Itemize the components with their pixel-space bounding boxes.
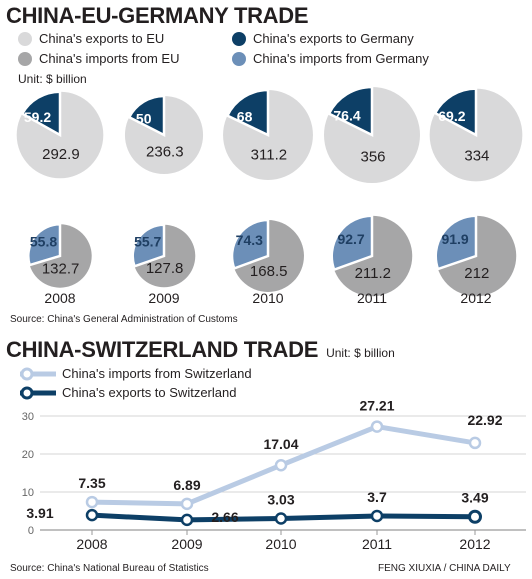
- exports-pie-2012-germany-slice: [433, 87, 478, 138]
- pie-year-label-2012: 2012: [460, 290, 491, 306]
- x-tick-label-2011: 2011: [362, 536, 392, 552]
- y-tick-label-10: 10: [22, 487, 34, 499]
- switzerland-title: CHINA-SWITZERLAND TRADE Unit: $ billion: [6, 338, 395, 365]
- imports-pie-2012-main-label: 212: [464, 265, 489, 282]
- exports-point-2010: [274, 512, 288, 525]
- imports-point-2008: [85, 495, 99, 509]
- exports-point-2009: [180, 513, 194, 527]
- exports-value-label-2008: 3.91: [26, 505, 53, 521]
- legend-swatch-exports-germany: [232, 32, 246, 46]
- imports-pie-2011-germany-label: 92.7: [337, 231, 364, 247]
- imports-pie-2011-germany-slice: [330, 214, 374, 272]
- imports-pie-2008-main-label: 132.7: [42, 260, 80, 277]
- credit: FENG XIUXIA / CHINA DAILY: [378, 563, 511, 574]
- exports-pie-2010-germany-label: 68: [237, 109, 253, 125]
- exports-pie-2008-germany-slice: [20, 90, 62, 138]
- exports-point-2011: [370, 509, 384, 523]
- pie-year-label-2009: 2009: [148, 290, 179, 306]
- legend-label-exports-eu: China's exports to EU: [39, 31, 165, 46]
- imports-pie-2011-main-label: 211.2: [355, 265, 391, 282]
- eu-germany-title: CHINA-EU-GERMANY TRADE: [6, 3, 309, 28]
- pie-charts: 59.2 292.9 50 236.3 68 311.2 76.4 356 69.2 334 55.…: [16, 85, 523, 306]
- exports-value-label-2010: 3.03: [267, 491, 294, 507]
- imports-pie-2008-germany-slice: [27, 223, 62, 267]
- legend-swatch-exports-eu: [18, 32, 32, 46]
- imports-point-2010: [274, 458, 288, 472]
- exports-pie-2011-germany-slice: [327, 85, 374, 138]
- pie-year-label-2010: 2010: [252, 290, 283, 306]
- imports-value-label-2008: 7.35: [78, 475, 105, 491]
- imports-point-2012: [468, 436, 482, 450]
- imports-point-2009: [180, 497, 194, 511]
- imports-pie-2010-germany-slice: [230, 218, 270, 271]
- exports-pie-2010-germany-slice: [225, 88, 270, 137]
- legend-label-exports-germany: China's exports to Germany: [253, 31, 414, 46]
- x-tick-label-2008: 2008: [76, 536, 107, 552]
- imports-value-label-2011: 27.21: [359, 398, 394, 414]
- x-tick-label-2012: 2012: [459, 536, 490, 552]
- imports-point-2011: [370, 420, 384, 433]
- source-statistics: Source: China's National Bureau of Stati…: [10, 563, 209, 574]
- imports-pie-2012-germany-label: 91.9: [441, 231, 468, 247]
- exports-pie-2010-main-label: 311.2: [251, 147, 287, 164]
- imports-pie-2009-germany-label: 55.7: [134, 234, 161, 250]
- exports-pie-2011-main-label: 356: [360, 148, 385, 165]
- legend-swatch-imports-germany: [232, 52, 246, 66]
- exports-value-label-2009: 2.66: [211, 509, 238, 525]
- eu-germany-unit: Unit: $ billion: [18, 72, 87, 86]
- legend-label-imports-eu: China's imports from EU: [39, 51, 180, 66]
- pie-year-label-2008: 2008: [44, 290, 75, 306]
- legend-label-imports-switzerland: China's imports from Switzerland: [62, 366, 252, 381]
- imports-pie-2010-germany-label: 74.3: [236, 232, 263, 248]
- imports-pie-2008-germany-label: 55.8: [30, 234, 57, 250]
- exports-pie-2012-main-label: 334: [464, 148, 489, 165]
- legend-swatch-imports-switzerland: [20, 367, 56, 381]
- exports-pie-2009-germany-slice: [127, 94, 166, 138]
- exports-value-label-2011: 3.7: [367, 489, 387, 505]
- switzerland-unit: Unit: $ billion: [326, 346, 395, 360]
- y-tick-label-20: 20: [22, 449, 34, 461]
- exports-pie-2012-germany-label: 69.2: [438, 108, 465, 124]
- exports-point-2008: [85, 508, 99, 522]
- y-tick-label-0: 0: [28, 525, 34, 537]
- exports-pie-2009-main-label: 236.3: [146, 144, 184, 161]
- imports-value-label-2010: 17.04: [263, 436, 298, 452]
- legend-swatch-exports-switzerland: [20, 386, 56, 400]
- y-tick-label-30: 30: [22, 411, 34, 423]
- exports-point-2012: [468, 509, 482, 524]
- imports-pie-2009-germany-slice: [131, 223, 166, 268]
- imports-pie-2010-main-label: 168.5: [250, 263, 288, 280]
- imports-value-label-2012: 22.92: [467, 412, 502, 428]
- source-customs: Source: China's General Administration o…: [10, 314, 238, 325]
- pie-year-label-2011: 2011: [357, 290, 387, 306]
- exports-pie-2008-main-label: 292.9: [42, 146, 80, 163]
- legend-swatch-imports-eu: [18, 52, 32, 66]
- exports-value-label-2012: 3.49: [461, 490, 488, 506]
- exports-pie-2009-germany-label: 50: [136, 110, 152, 126]
- x-tick-label-2009: 2009: [171, 536, 202, 552]
- legend-label-exports-switzerland: China's exports to Switzerland: [62, 385, 237, 400]
- imports-value-label-2009: 6.89: [173, 477, 200, 493]
- exports-pie-2008-germany-label: 59.2: [24, 109, 51, 125]
- switzerland-title-text: CHINA-SWITZERLAND TRADE: [6, 337, 319, 362]
- x-tick-label-2010: 2010: [265, 536, 296, 552]
- imports-pie-2009-main-label: 127.8: [146, 260, 184, 277]
- imports-pie-2012-germany-slice: [434, 214, 478, 271]
- exports-pie-2011-germany-label: 76.4: [333, 108, 360, 124]
- legend-label-imports-germany: China's imports from Germany: [253, 51, 429, 66]
